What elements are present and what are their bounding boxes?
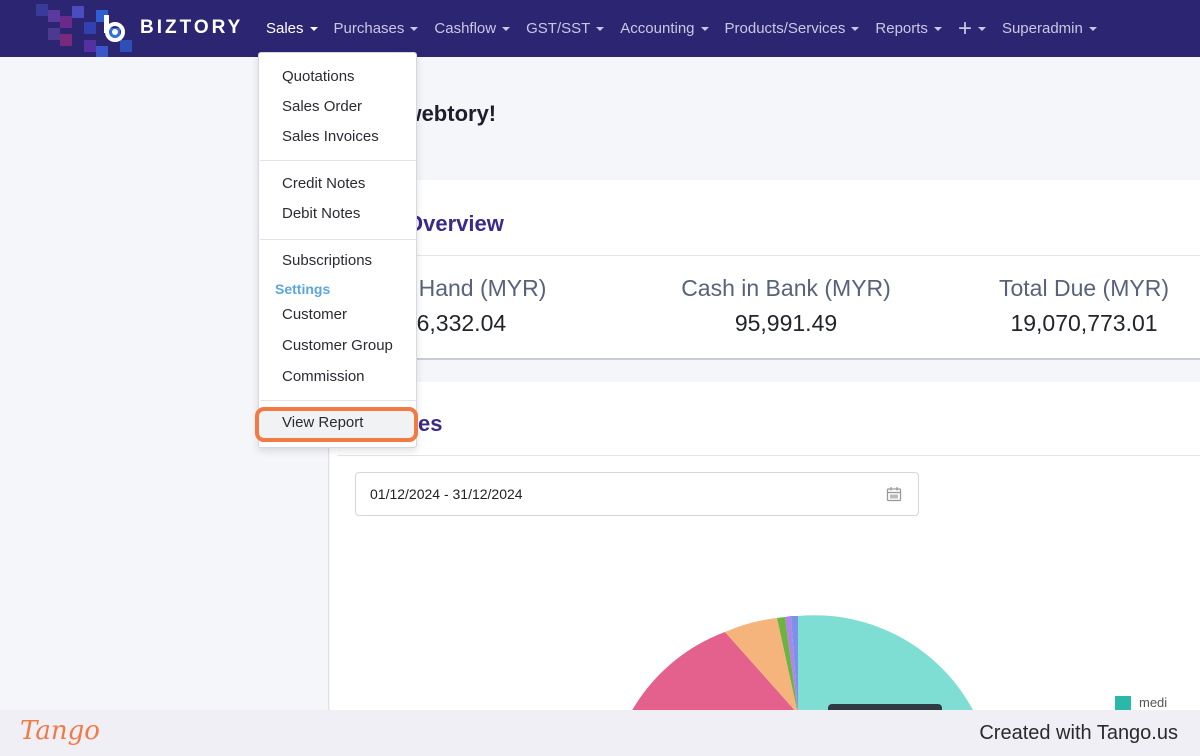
chevron-down-icon xyxy=(1088,26,1097,31)
main-nav: Sales Purchases Cashflow GST/SST Account… xyxy=(266,0,1113,57)
pie-slice xyxy=(725,618,798,714)
chevron-down-icon xyxy=(502,26,511,31)
nav-label: Cashflow xyxy=(434,20,497,37)
stat-value: 95,991.49 xyxy=(734,310,838,336)
menu-item-quotations[interactable]: Quotations xyxy=(282,68,355,85)
chevron-down-icon xyxy=(410,26,419,31)
menu-item-commission[interactable]: Commission xyxy=(282,368,365,385)
divider xyxy=(330,255,1200,256)
top-navbar: BIZTORY Sales Purchases Cashflow GST/SST… xyxy=(0,0,1200,57)
biztory-logo-icon xyxy=(100,13,130,43)
highlight-outline xyxy=(255,407,418,442)
nav-label: Superadmin xyxy=(1001,20,1083,37)
nav-label: Products/Services xyxy=(724,20,846,37)
nav-quick-add[interactable]: + xyxy=(957,14,986,42)
chevron-down-icon xyxy=(851,26,860,31)
pie-slice xyxy=(798,615,975,714)
stat-total-due: Total Due (MYR) 19,070,773.01 xyxy=(954,275,1200,337)
menu-item-customer[interactable]: Customer xyxy=(282,306,348,323)
nav-superadmin[interactable]: Superadmin xyxy=(1002,20,1097,37)
nav-label: GST/SST xyxy=(526,20,591,37)
sales-pie-chart xyxy=(630,615,975,714)
nav-label: Reports xyxy=(875,20,928,37)
menu-item-subscriptions[interactable]: Subscriptions xyxy=(282,252,373,269)
menu-header-settings: Settings xyxy=(275,281,331,297)
nav-sales[interactable]: Sales xyxy=(266,20,318,37)
legend-swatch xyxy=(1115,695,1131,710)
calendar-icon[interactable] xyxy=(886,486,902,502)
sales-title: es xyxy=(418,411,443,436)
chevron-down-icon xyxy=(309,26,318,31)
chevron-down-icon xyxy=(933,26,942,31)
menu-divider xyxy=(260,160,416,161)
stat-cash-in-bank: Cash in Bank (MYR) 95,991.49 xyxy=(656,275,916,337)
pie-slice xyxy=(791,615,798,714)
tango-footer: Tango Created with Tango.us xyxy=(0,710,1200,756)
nav-products-services[interactable]: Products/Services xyxy=(725,20,860,37)
menu-item-sales-invoices[interactable]: Sales Invoices xyxy=(282,128,379,145)
nav-purchases[interactable]: Purchases xyxy=(334,20,419,37)
nav-label: Accounting xyxy=(620,20,695,37)
date-range-input[interactable]: 01/12/2024 - 31/12/2024 xyxy=(355,472,919,516)
pie-slice xyxy=(785,616,798,714)
overview-title: Overview xyxy=(406,211,504,236)
stat-value: 36,332.04 xyxy=(403,310,507,336)
menu-item-debit-notes[interactable]: Debit Notes xyxy=(282,205,361,222)
sales-dropdown-menu: Quotations Sales Order Sales Invoices Cr… xyxy=(258,52,417,448)
nav-gst-sst[interactable]: GST/SST xyxy=(526,20,605,37)
chevron-down-icon xyxy=(596,26,605,31)
plus-icon: + xyxy=(957,14,972,42)
menu-item-credit-notes[interactable]: Credit Notes xyxy=(282,175,366,192)
brand-name: BIZTORY xyxy=(140,17,244,38)
menu-item-sales-order[interactable]: Sales Order xyxy=(282,98,363,115)
menu-item-customer-group[interactable]: Customer Group xyxy=(282,337,393,354)
sales-card: es 01/12/2024 - 31/12/2024 medi xyxy=(330,382,1200,718)
stat-value: 19,070,773.01 xyxy=(1010,310,1158,336)
menu-divider xyxy=(260,239,416,240)
tango-logo: Tango xyxy=(20,716,100,746)
overview-card: Overview sh in Hand (MYR) 36,332.04 Cash… xyxy=(330,180,1200,360)
stat-label: Cash in Bank (MYR) xyxy=(681,275,891,301)
divider xyxy=(338,455,1200,456)
pie-slice xyxy=(630,632,798,714)
nav-cashflow[interactable]: Cashflow xyxy=(434,20,511,37)
legend-label: medi xyxy=(1139,695,1168,710)
stat-label: Total Due (MYR) xyxy=(999,275,1169,301)
chevron-down-icon xyxy=(977,26,986,31)
footer-credit: Created with Tango.us xyxy=(979,722,1178,744)
chevron-down-icon xyxy=(700,26,709,31)
nav-label: Sales xyxy=(266,20,304,37)
nav-accounting[interactable]: Accounting xyxy=(620,20,709,37)
date-range-value: 01/12/2024 - 31/12/2024 xyxy=(370,486,523,502)
menu-divider xyxy=(260,400,416,401)
brand-logo[interactable]: BIZTORY xyxy=(100,12,243,44)
pie-slice xyxy=(777,617,798,714)
nav-reports[interactable]: Reports xyxy=(875,20,942,37)
nav-label: Purchases xyxy=(333,20,405,37)
menu-item-view-report[interactable]: View Report xyxy=(282,414,364,431)
chart-legend: medi xyxy=(1115,695,1167,710)
